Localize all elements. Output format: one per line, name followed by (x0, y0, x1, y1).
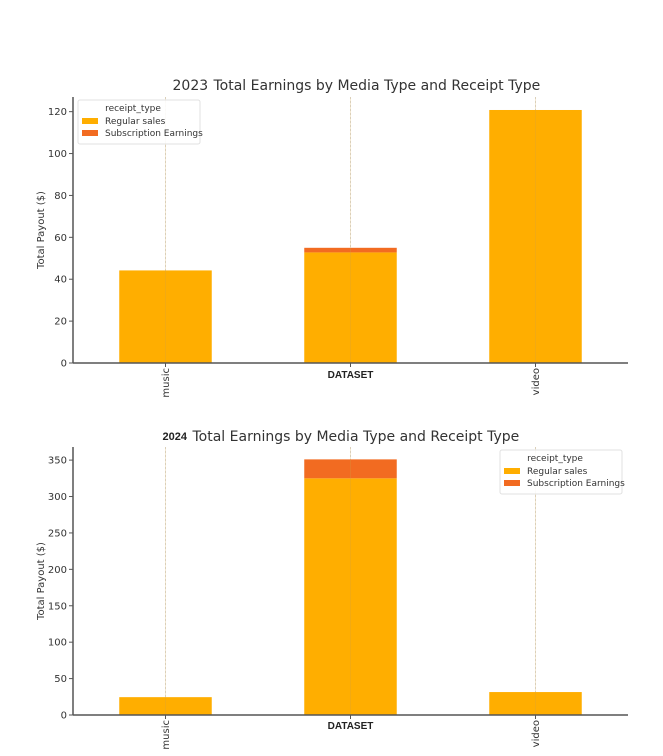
chart-0: 0 20 40 60 80 100 120 music video DATASET Total Pa… (36, 78, 628, 398)
legend-label: Regular sales (527, 467, 588, 477)
x-axis-label: DATASET (328, 370, 374, 381)
legend-swatch-subscription-earnings (82, 130, 98, 136)
y-tick-label: 50 (54, 674, 67, 685)
legend-title: receipt_type (527, 454, 583, 464)
legend-label: Subscription Earnings (105, 129, 203, 139)
y-tick-label: 200 (48, 565, 67, 576)
x-tick-label: music (161, 720, 172, 750)
chart-title: Total Earnings by Media Type and Receipt… (192, 429, 520, 445)
y-axis-label: Total Payout ($) (36, 191, 47, 270)
chart-title-year: 2023 (173, 78, 209, 94)
chart-title-year: 2024 (163, 431, 188, 443)
y-tick-label: 250 (48, 528, 67, 539)
legend-box (77, 99, 201, 145)
y-tick-label: 350 (48, 456, 67, 467)
chart-title: Total Earnings by Media Type and Receipt… (213, 78, 541, 94)
x-axis-label: DATASET (328, 721, 374, 732)
y-tick-label: 80 (54, 191, 67, 202)
legend-label: Subscription Earnings (527, 479, 625, 489)
y-tick-label: 150 (48, 601, 67, 612)
y-tick-label: 40 (54, 275, 67, 286)
legend-title: receipt_type (105, 104, 161, 114)
y-tick-label: 300 (48, 492, 67, 503)
legend: receipt_type Regular sales Subscription Ea… (77, 99, 203, 145)
y-tick-label: 0 (61, 711, 67, 722)
x-tick-label: video (531, 368, 542, 395)
chart-1: 0 50 100 150 200 250 300 350 music video DATASET To… (36, 429, 628, 750)
y-tick-label: 100 (48, 638, 67, 649)
y-tick-label: 20 (54, 317, 67, 328)
legend-box (499, 449, 623, 495)
legend-swatch-regular-sales (504, 468, 520, 474)
legend-label: Regular sales (105, 117, 166, 127)
legend-swatch-subscription-earnings (504, 480, 520, 486)
y-tick-label: 120 (48, 107, 67, 118)
legend: receipt_type Regular sales Subscription Ea… (499, 449, 625, 495)
y-axis-label: Total Payout ($) (36, 542, 47, 621)
x-tick-label: music (161, 368, 172, 398)
y-tick-label: 60 (54, 233, 67, 244)
y-tick-label: 100 (48, 149, 67, 160)
x-tick-label: video (531, 720, 542, 747)
y-tick-label: 0 (61, 359, 67, 370)
legend-swatch-regular-sales (82, 118, 98, 124)
